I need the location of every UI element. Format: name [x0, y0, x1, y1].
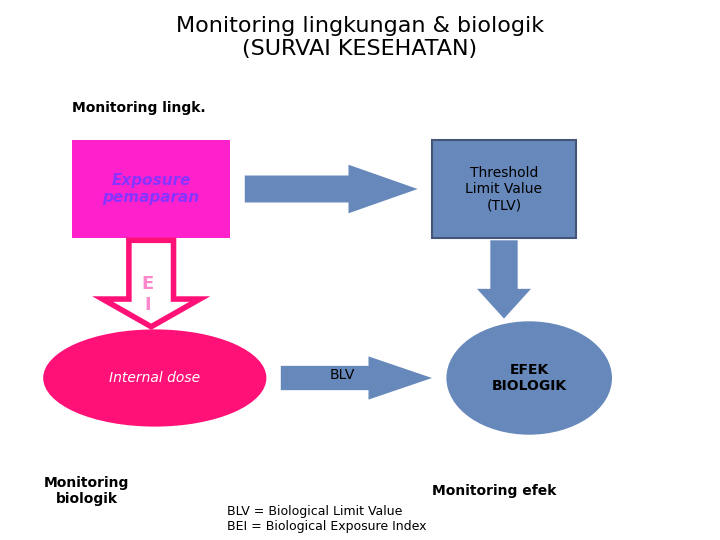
Text: Exposure
pemaparan: Exposure pemaparan	[103, 173, 199, 205]
Text: Monitoring lingk.: Monitoring lingk.	[72, 101, 206, 115]
FancyBboxPatch shape	[72, 140, 230, 238]
Text: BLV = Biological Limit Value: BLV = Biological Limit Value	[227, 505, 402, 518]
Text: Internal dose: Internal dose	[109, 371, 200, 385]
Text: BEI = Biological Exposure Index: BEI = Biological Exposure Index	[227, 520, 426, 533]
Ellipse shape	[43, 329, 266, 427]
Ellipse shape	[446, 321, 612, 435]
Text: Monitoring lingkungan & biologik
(SURVAI KESEHATAN): Monitoring lingkungan & biologik (SURVAI…	[176, 16, 544, 59]
Text: EFEK
BIOLOGIK: EFEK BIOLOGIK	[492, 363, 567, 393]
Polygon shape	[245, 165, 418, 213]
Polygon shape	[477, 240, 531, 319]
Text: Monitoring efek: Monitoring efek	[432, 484, 557, 498]
Text: Threshold
Limit Value
(TLV): Threshold Limit Value (TLV)	[466, 166, 542, 212]
Polygon shape	[103, 240, 200, 327]
Text: Monitoring
biologik: Monitoring biologik	[44, 476, 129, 507]
Text: E
I: E I	[141, 275, 154, 314]
Polygon shape	[281, 356, 432, 400]
Text: BLV: BLV	[329, 368, 355, 382]
FancyBboxPatch shape	[432, 140, 576, 238]
